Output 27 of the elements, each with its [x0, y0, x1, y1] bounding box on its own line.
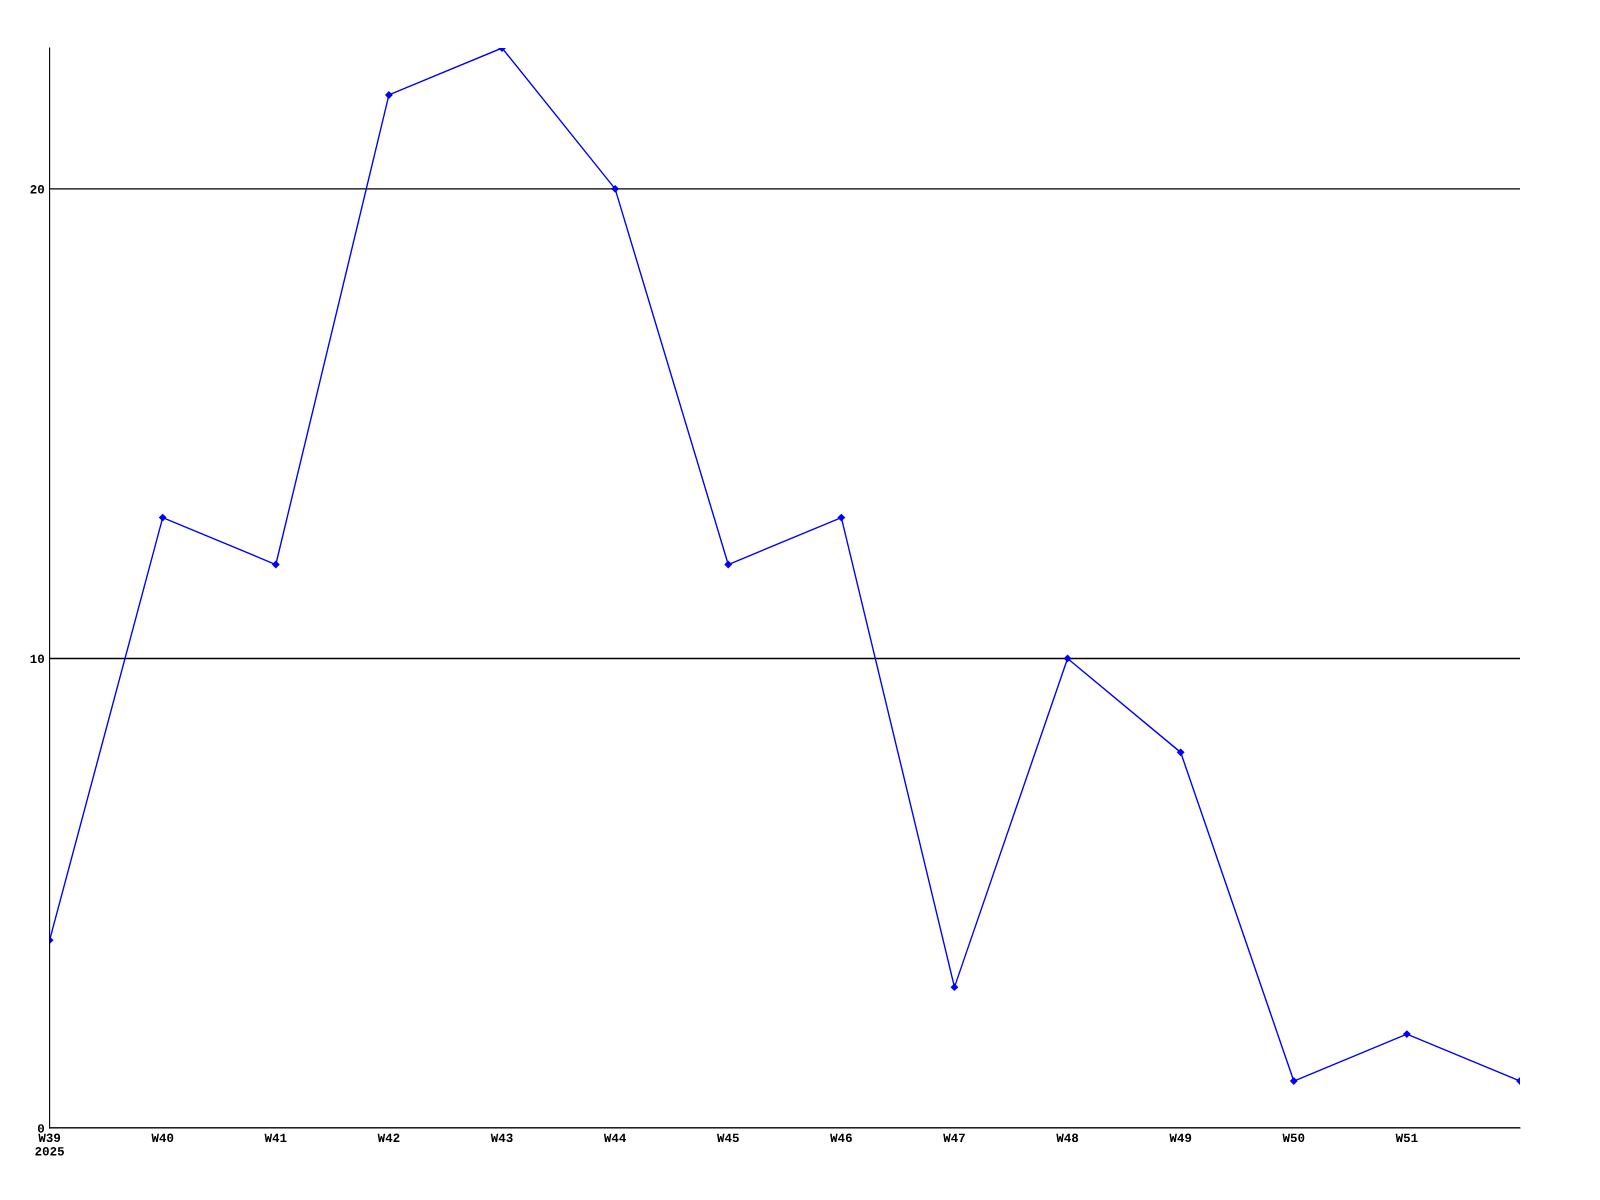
x-tick-label: W42 — [377, 1133, 400, 1142]
x-tick-label: W45 — [716, 1133, 739, 1143]
y-tick-label: 0 — [37, 1124, 45, 1133]
point — [950, 983, 959, 991]
point — [611, 185, 619, 193]
x-tick-label: W51 — [1395, 1133, 1418, 1143]
x-tick-label: W43 — [490, 1133, 513, 1143]
x-tick-label: W48 — [1056, 1133, 1079, 1143]
x-tick-label: W49 — [1169, 1133, 1192, 1143]
x-tick-label: W41 — [264, 1133, 287, 1142]
x-tick-label: W39 2025 — [35, 1133, 64, 1156]
point — [1177, 748, 1185, 756]
x-tick-label: W40 — [151, 1133, 174, 1143]
x-tick-label: W47 — [943, 1133, 965, 1142]
point — [837, 513, 845, 522]
point — [1403, 1030, 1411, 1038]
y-tick-label: 20 — [30, 185, 45, 194]
x-tick-label: W46 — [830, 1133, 852, 1143]
point — [1063, 654, 1072, 663]
point — [385, 91, 393, 99]
x-tick-label: W50 — [1282, 1133, 1305, 1143]
x-tick-label: W44 — [603, 1133, 627, 1142]
point — [159, 513, 167, 522]
point — [272, 560, 280, 569]
point — [724, 560, 732, 569]
y-tick-label: 10 — [30, 654, 45, 664]
point — [1290, 1077, 1298, 1085]
